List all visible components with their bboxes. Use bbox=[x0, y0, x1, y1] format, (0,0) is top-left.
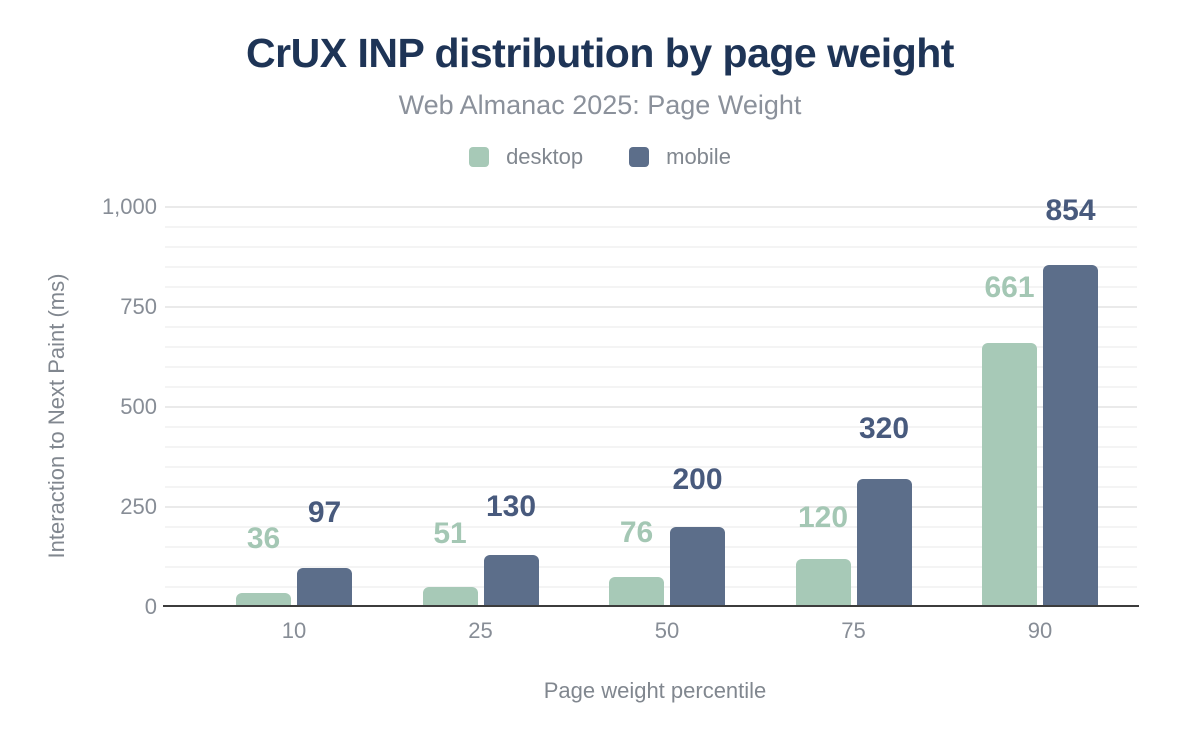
value-label-mobile-75: 320 bbox=[858, 412, 910, 445]
gridline bbox=[165, 326, 1137, 328]
chart-title: CrUX INP distribution by page weight bbox=[246, 30, 954, 76]
gridline bbox=[165, 406, 1137, 408]
bar-mobile-25 bbox=[483, 555, 539, 607]
bar-desktop-10 bbox=[236, 592, 291, 607]
legend-label-desktop: desktop bbox=[506, 144, 584, 169]
gridline bbox=[165, 246, 1137, 248]
legend: desktop mobile bbox=[0, 144, 1200, 170]
gridline bbox=[165, 566, 1137, 568]
x-axis-line bbox=[163, 605, 1139, 607]
y-tick-label: 1,000 bbox=[101, 194, 157, 219]
value-label-mobile-25: 130 bbox=[485, 490, 537, 523]
value-label-mobile-10: 97 bbox=[307, 496, 342, 530]
bar-mobile-50 bbox=[670, 527, 725, 607]
chart-subtitle: Web Almanac 2025: Page Weight bbox=[398, 90, 802, 120]
gridline bbox=[165, 226, 1137, 228]
x-tick-label: 75 bbox=[841, 618, 866, 643]
bar-desktop-90 bbox=[982, 342, 1037, 607]
value-label-desktop-90: 661 bbox=[984, 270, 1035, 304]
gridline bbox=[165, 206, 1137, 208]
gridline bbox=[165, 306, 1137, 308]
gridline bbox=[165, 366, 1137, 368]
value-label-mobile-50: 200 bbox=[672, 463, 723, 496]
gridline bbox=[165, 546, 1137, 548]
bar-desktop-75 bbox=[795, 559, 851, 607]
bar-desktop-50 bbox=[609, 576, 664, 607]
legend-item-mobile: mobile bbox=[629, 144, 731, 170]
y-tick-label: 750 bbox=[120, 294, 157, 319]
x-axis-title: Page weight percentile bbox=[543, 678, 767, 703]
gridline bbox=[165, 286, 1137, 288]
y-tick-label: 500 bbox=[120, 394, 157, 419]
legend-swatch-desktop bbox=[469, 147, 490, 167]
x-tick-label: 10 bbox=[281, 618, 307, 643]
gridline bbox=[165, 526, 1137, 528]
legend-label-mobile: mobile bbox=[666, 144, 731, 169]
gridline bbox=[165, 486, 1137, 488]
gridline bbox=[165, 466, 1137, 468]
gridline bbox=[165, 426, 1137, 428]
legend-swatch-mobile bbox=[629, 147, 650, 167]
value-label-mobile-90: 854 bbox=[1045, 194, 1096, 228]
x-tick-label: 90 bbox=[1027, 618, 1053, 643]
gridline bbox=[165, 506, 1137, 508]
gridline bbox=[165, 446, 1137, 448]
y-tick-label: 250 bbox=[120, 494, 157, 519]
x-tick-label: 25 bbox=[468, 618, 493, 643]
value-label-desktop-75: 120 bbox=[797, 501, 849, 534]
bar-desktop-25 bbox=[422, 586, 478, 607]
plot-area: 36 51 76 120 661 97 130 200 320 854 bbox=[165, 194, 1137, 607]
y-tick-label: 0 bbox=[144, 594, 157, 619]
bar-mobile-90 bbox=[1043, 265, 1098, 607]
value-label-desktop-10: 36 bbox=[246, 521, 281, 555]
gridline bbox=[165, 266, 1137, 268]
gridline bbox=[165, 346, 1137, 348]
gridline bbox=[165, 386, 1137, 388]
value-label-desktop-50: 76 bbox=[619, 515, 654, 549]
bar-mobile-75 bbox=[856, 479, 912, 607]
legend-item-desktop: desktop bbox=[469, 144, 583, 170]
bar-mobile-10 bbox=[297, 568, 352, 607]
value-label-desktop-25: 51 bbox=[433, 516, 467, 550]
x-tick-label: 50 bbox=[654, 618, 680, 643]
